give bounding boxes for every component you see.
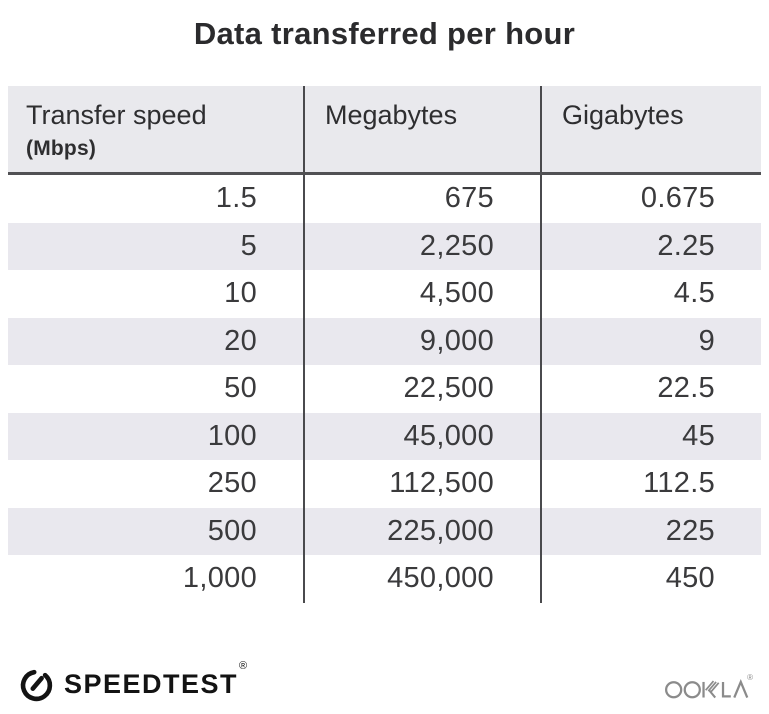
speedtest-logo: SPEEDTEST® [18, 660, 247, 703]
data-table: Transfer speed (Mbps) Megabytes Gigabyte… [8, 86, 761, 603]
table-cell: 112.5 [540, 460, 761, 508]
table-row: 250 112,500 112.5 [8, 460, 761, 508]
table-row: 1,000 450,000 450 [8, 555, 761, 603]
table-cell: 9 [540, 317, 761, 365]
table-cell: 4,500 [303, 270, 540, 318]
table-cell: 22.5 [540, 365, 761, 413]
table-cell: 225 [540, 507, 761, 555]
table-cell: 10 [224, 277, 257, 309]
table-body: 1.5 675 0.675 5 2,250 2.25 10 4,500 4.5 20 9,000 9 5… [8, 175, 761, 603]
table-cell: 112,500 [303, 460, 540, 508]
page-title: Data transferred per hour [193, 16, 576, 51]
table-cell: 5 [240, 229, 257, 262]
table-cell: 450 [540, 555, 761, 603]
table-cell: 2,250 [303, 222, 540, 270]
table-cell: 675 [303, 175, 540, 223]
table-header-row: Transfer speed (Mbps) Megabytes Gigabyte… [8, 86, 761, 175]
table-cell: 20 [224, 324, 257, 357]
table-cell: 500 [207, 514, 257, 547]
table-row: 5 2,250 2.25 [8, 222, 761, 270]
table-cell: 100 [207, 419, 257, 452]
header-megabytes: Megabytes [303, 86, 540, 172]
table-cell: 0.675 [540, 175, 761, 223]
speedtest-gauge-icon [20, 669, 53, 702]
table-cell: 1,000 [182, 562, 257, 594]
table-cell: 22,500 [303, 365, 540, 413]
table-cell: 2.25 [540, 222, 761, 270]
table-row: 10 4,500 4.5 [8, 270, 761, 318]
table-cell: 45 [540, 412, 761, 460]
table-row: 1.5 675 0.675 [8, 175, 761, 223]
table-row: 50 22,500 22.5 [8, 365, 761, 413]
ookla-wordmark-icon [665, 679, 749, 699]
ookla-logo: ® [665, 673, 755, 701]
table-cell: 225,000 [303, 507, 540, 555]
header-transfer-speed: Transfer speed (Mbps) [8, 86, 303, 172]
table-cell: 45,000 [303, 412, 540, 460]
ookla-registered-mark: ® [747, 673, 753, 682]
table-cell: 9,000 [303, 317, 540, 365]
table-cell: 450,000 [303, 555, 540, 603]
header-transfer-speed-label: Transfer speed [26, 100, 207, 130]
header-gigabytes: Gigabytes [540, 86, 761, 172]
speedtest-registered-mark: ® [239, 660, 248, 672]
speedtest-wordmark: SPEEDTEST [64, 669, 239, 699]
table-row: 20 9,000 9 [8, 317, 761, 365]
table-row: 100 45,000 45 [8, 412, 761, 460]
table-cell: 250 [207, 467, 257, 499]
table-row: 500 225,000 225 [8, 507, 761, 555]
table-cell: 4.5 [540, 270, 761, 318]
header-transfer-speed-unit: (Mbps) [26, 137, 97, 161]
table-cell: 1.5 [215, 182, 257, 214]
table-cell: 50 [224, 372, 257, 404]
